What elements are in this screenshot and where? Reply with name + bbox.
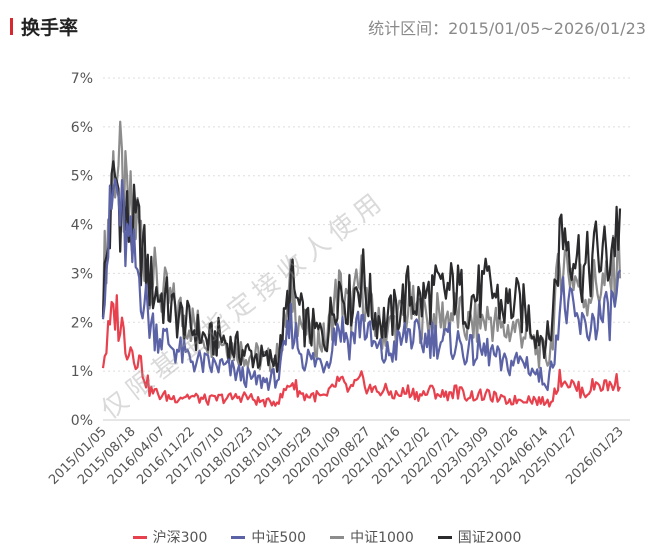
legend-label: 沪深300 — [152, 530, 208, 546]
legend-item-zz500[interactable]: 中证500 — [231, 527, 306, 547]
y-tick-label: 6% — [71, 120, 93, 136]
legend-item-hs300[interactable]: 沪深300 — [132, 527, 208, 547]
legend-label: 中证1000 — [350, 530, 414, 546]
series-line-沪深300 — [101, 294, 622, 408]
series-line-国证2000 — [101, 160, 622, 373]
y-tick-label: 3% — [71, 266, 93, 282]
y-tick-label: 4% — [71, 218, 93, 234]
legend: 沪深300 中证500 中证1000 国证2000 — [0, 527, 654, 547]
legend-item-gz2000[interactable]: 国证2000 — [437, 527, 522, 547]
y-tick-label: 0% — [71, 413, 93, 429]
turnover-chart: 0%1%2%3%4%5%6%7%2015/01/052015/08/182016… — [46, 71, 630, 488]
series-line-中证1000 — [101, 120, 622, 375]
legend-swatch — [132, 535, 147, 539]
y-tick-label: 2% — [71, 315, 93, 331]
y-tick-label: 1% — [71, 364, 93, 380]
y-tick-label: 5% — [71, 169, 93, 185]
legend-item-zz1000[interactable]: 中证1000 — [330, 527, 414, 547]
y-tick-label: 7% — [71, 71, 93, 87]
series-line-中证500 — [101, 178, 621, 392]
date-range-label: 统计区间：2015/01/05~2026/01/23 — [368, 19, 646, 38]
legend-swatch — [330, 535, 345, 539]
chart-title: 换手率 — [21, 17, 79, 39]
legend-swatch — [437, 535, 452, 539]
title-accent-bar — [10, 18, 13, 35]
legend-label: 中证500 — [251, 530, 307, 546]
legend-swatch — [231, 535, 246, 539]
legend-label: 国证2000 — [457, 530, 522, 546]
